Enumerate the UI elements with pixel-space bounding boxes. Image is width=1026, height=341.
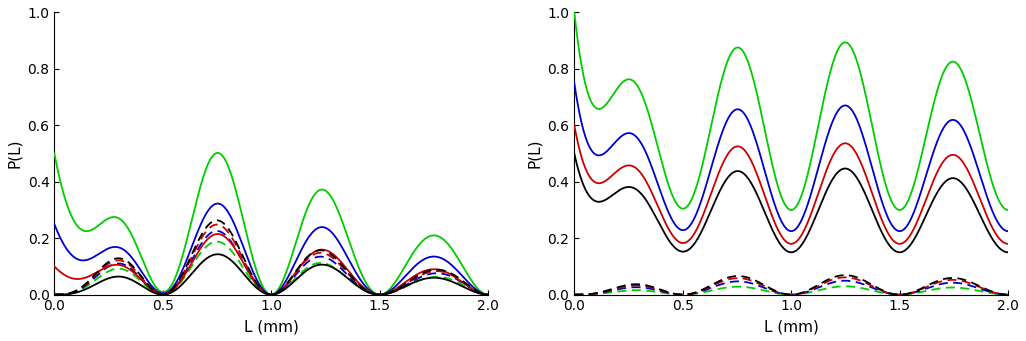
Y-axis label: P(L): P(L) (7, 139, 22, 168)
Y-axis label: P(L): P(L) (527, 139, 542, 168)
X-axis label: L (mm): L (mm) (763, 319, 819, 334)
X-axis label: L (mm): L (mm) (244, 319, 299, 334)
